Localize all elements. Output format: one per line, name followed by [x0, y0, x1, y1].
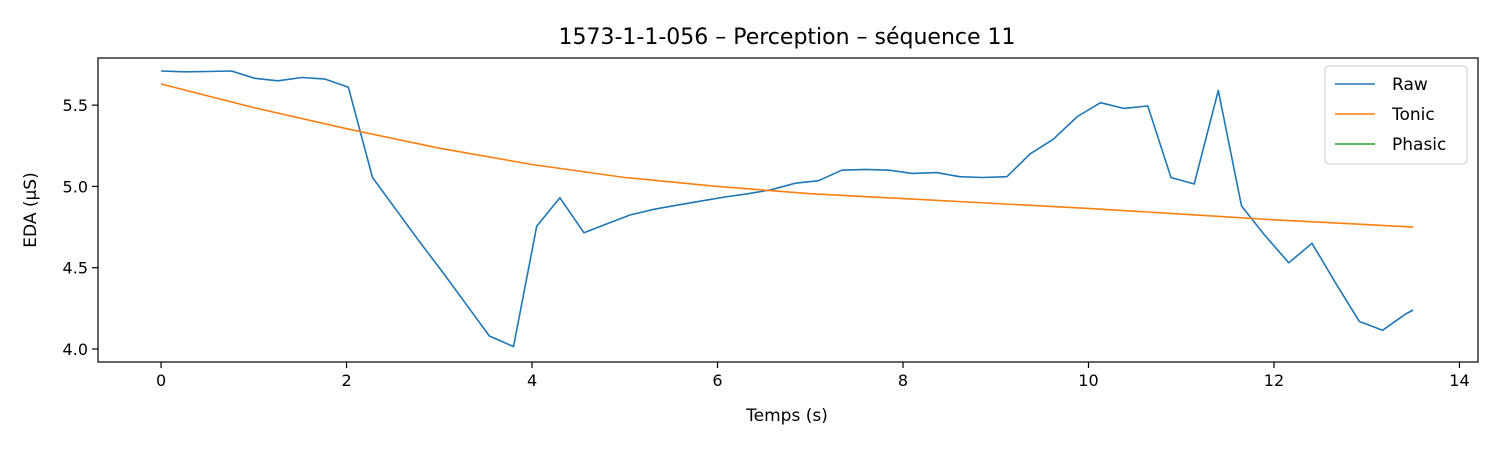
x-tick-label: 14 — [1449, 371, 1469, 390]
legend-label-tonic: Tonic — [1391, 105, 1435, 125]
legend-label-phasic: Phasic — [1392, 135, 1446, 155]
x-tick-label: 6 — [712, 371, 722, 390]
y-tick-label: 4.5 — [63, 259, 88, 278]
plot-area-frame — [97, 57, 1479, 363]
x-axis: 0 2 4 6 8 10 12 14 — [156, 362, 1470, 390]
x-axis-label: Temps (s) — [745, 406, 828, 426]
y-tick-label: 5.5 — [63, 96, 88, 115]
legend: Raw Tonic Phasic — [1324, 65, 1468, 165]
series-line-raw — [161, 70, 1414, 348]
legend-label-raw: Raw — [1392, 75, 1428, 95]
series-layer — [160, 70, 1414, 348]
y-tick-label: 4.0 — [63, 340, 88, 359]
y-tick-label: 5.0 — [63, 177, 88, 196]
y-axis: 4.0 4.5 5.0 5.5 — [63, 96, 98, 359]
legend-box — [1324, 65, 1468, 165]
x-tick-label: 4 — [527, 371, 537, 390]
x-tick-label: 0 — [156, 371, 166, 390]
x-tick-label: 12 — [1264, 371, 1284, 390]
chart-title: 1573-1-1-056 – Perception – séquence 11 — [558, 25, 1015, 50]
x-tick-label: 8 — [898, 371, 908, 390]
x-tick-label: 2 — [341, 371, 351, 390]
series-line-tonic — [160, 83, 1414, 228]
x-tick-label: 10 — [1078, 371, 1098, 390]
y-axis-label: EDA (µS) — [21, 172, 41, 247]
